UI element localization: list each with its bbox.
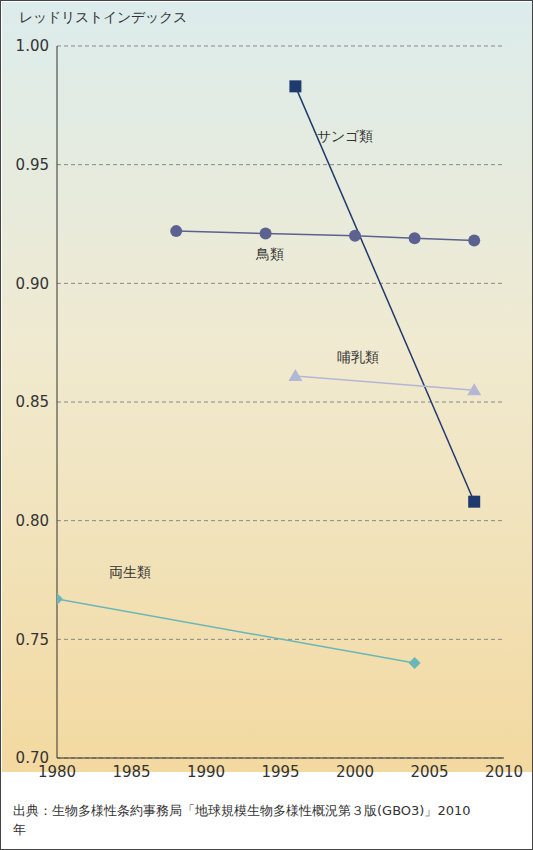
svg-text:0.70: 0.70 [16, 749, 49, 767]
svg-text:0.95: 0.95 [16, 156, 49, 174]
svg-text:0.85: 0.85 [16, 393, 49, 411]
svg-text:1995: 1995 [261, 763, 299, 781]
svg-text:1985: 1985 [112, 763, 150, 781]
svg-text:哺乳類: 哺乳類 [337, 349, 379, 365]
svg-text:1990: 1990 [187, 763, 225, 781]
svg-text:2010: 2010 [485, 763, 523, 781]
svg-text:1980: 1980 [37, 762, 77, 781]
html-text:出典：生物多様性条約事務局「地球規模生物多様性概況第３版(G: 出典：生物多様性条約事務局「地球規模生物多様性概況第３版(GBO3)」2010 … [13, 803, 471, 837]
svg-text:サンゴ類: サンゴ類 [317, 128, 373, 144]
svg-text:鳥類: 鳥類 [255, 246, 284, 262]
svg-text:0.90: 0.90 [16, 275, 49, 293]
svg-text:0.75: 0.75 [16, 631, 49, 649]
svg-text:2000: 2000 [336, 763, 374, 781]
svg-text:両生類: 両生類 [109, 564, 151, 580]
svg-text:2005: 2005 [410, 763, 448, 781]
svg-text:1.00: 1.00 [16, 37, 49, 55]
html-text:レッドリストインデックス: レッドリストインデックス [19, 9, 187, 25]
svg-text:0.80: 0.80 [16, 512, 49, 530]
